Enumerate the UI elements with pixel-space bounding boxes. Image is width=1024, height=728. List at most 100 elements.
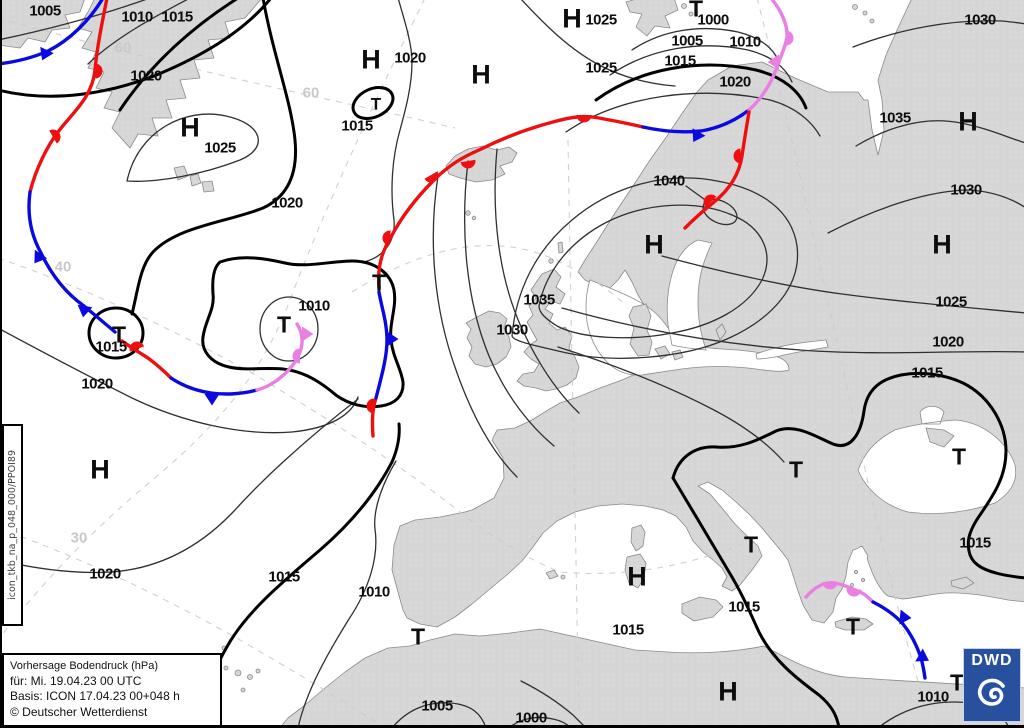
pressure-label: 1025 (585, 59, 617, 77)
dwd-spiral-icon (977, 678, 1005, 706)
high-pressure-symbol: H (627, 561, 647, 592)
legend-valid-time: für: Mi. 19.04.23 00 UTC (10, 673, 142, 688)
pressure-label: 1010 (358, 583, 390, 601)
pressure-label: 1025 (204, 139, 236, 157)
low-pressure-symbol: T (743, 531, 759, 558)
pressure-label: 1030 (950, 181, 982, 199)
warm-front (683, 110, 751, 230)
pressure-label: 1010 (729, 33, 761, 51)
land-sicily (681, 596, 724, 622)
pressure-label: 1020 (81, 375, 113, 393)
high-pressure-symbol: H (471, 59, 491, 90)
graticule-label: 40 (54, 258, 72, 276)
pressure-label: 1030 (496, 321, 528, 339)
cold-front (374, 290, 389, 400)
legend-model-basis: Basis: ICON 17.04.23 00+048 h (10, 689, 180, 704)
pressure-label: 1020 (719, 73, 751, 91)
pressure-label: 1005 (421, 697, 453, 715)
cold-front (871, 600, 927, 680)
high-pressure-symbol: H (718, 676, 738, 707)
sea-black-sea (857, 405, 1017, 514)
pressure-label: 1040 (653, 172, 685, 190)
occluded-front (804, 580, 875, 604)
legend-title: Vorhersage Bodendruck (hPa) (10, 660, 158, 672)
high-pressure-symbol: H (644, 229, 664, 260)
product-id-label: icon_tkb_na_p_048_000/PPOI89 (7, 450, 18, 600)
land-greenland-main (77, 0, 261, 149)
warm-front (120, 339, 173, 380)
pressure-label: 1015 (959, 534, 991, 552)
high-pressure-symbol: H (180, 112, 200, 143)
pressure-label: 1015 (612, 621, 644, 639)
land-balearics (545, 569, 559, 580)
low-pressure-symbol: T (688, 0, 704, 22)
cold-front (169, 376, 259, 396)
land-uk (516, 268, 580, 392)
land-cyprus (950, 576, 975, 590)
high-pressure-symbol: H (361, 44, 381, 75)
low-pressure-symbol: T (276, 311, 292, 338)
high-pressure-symbol: H (932, 229, 952, 260)
low-pressure-symbol: T (951, 443, 967, 470)
dwd-logo: DWD (963, 648, 1021, 722)
land-africa (279, 628, 1024, 728)
warm-front (28, 0, 109, 194)
land-ireland (465, 310, 512, 368)
pressure-label: 1015 (664, 52, 696, 70)
low-pressure-symbol: T (410, 623, 426, 650)
pressure-label: 1020 (89, 565, 121, 583)
pressure-label: 1020 (932, 333, 964, 351)
graticule-label: 60 (302, 84, 320, 102)
pressure-label: 1005 (671, 32, 703, 50)
land-iceland (445, 145, 518, 183)
legend-box: Vorhersage Bodendruck (hPa) für: Mi. 19.… (2, 653, 222, 728)
graticule-label: 30 (70, 529, 88, 547)
low-pressure-symbol: T (370, 94, 382, 114)
pressure-label: 1020 (271, 194, 303, 212)
pressure-label: 1015 (161, 8, 193, 26)
occluded-front (747, 0, 789, 112)
land-crete (834, 616, 874, 631)
pressure-label: 1025 (935, 293, 967, 311)
pressure-label: 1035 (523, 291, 555, 309)
land-svalbard (625, 0, 679, 37)
low-pressure-symbol: T (949, 669, 965, 696)
pressure-label: 1010 (298, 297, 330, 315)
product-id-box: icon_tkb_na_p_048_000/PPOI89 (2, 424, 23, 626)
graticule-label: 60 (114, 39, 132, 57)
pressure-label: 1015 (95, 338, 127, 356)
low-pressure-symbol: T (111, 321, 127, 348)
land-corsica (630, 524, 646, 552)
high-pressure-symbol: H (90, 454, 110, 485)
cold-front (641, 108, 751, 134)
pressure-label: 1035 (879, 109, 911, 127)
pressure-label: 1025 (585, 11, 617, 29)
cold-front (27, 190, 117, 334)
low-pressure-symbol: T (788, 456, 804, 483)
sea-carve-layer (585, 239, 1017, 514)
legend-copyright: © Deutscher Wetterdienst (10, 705, 148, 720)
pressure-label: 1020 (394, 49, 426, 67)
pressure-label: 1000 (697, 11, 729, 29)
low-pressure-symbol: T (371, 269, 387, 296)
low-pressure-symbol: T (845, 613, 861, 640)
land-islands (173, 165, 215, 193)
pressure-label: 1015 (728, 598, 760, 616)
dwd-logo-text: DWD (971, 652, 1013, 669)
pressure-label: 1020 (130, 67, 162, 85)
warm-front (370, 396, 378, 438)
pressure-label: 1030 (964, 11, 996, 29)
warm-front (376, 114, 645, 290)
land-greenland (0, 0, 85, 49)
front-marker-layer (34, 30, 929, 662)
occluded-front (255, 322, 304, 392)
pressure-label: 1000 (515, 709, 547, 727)
high-pressure-symbol: H (958, 106, 978, 137)
sea-bothnia (666, 239, 713, 351)
pressure-label: 1015 (268, 568, 300, 586)
pressure-label: 1005 (29, 2, 61, 20)
high-pressure-symbol: H (562, 3, 582, 34)
